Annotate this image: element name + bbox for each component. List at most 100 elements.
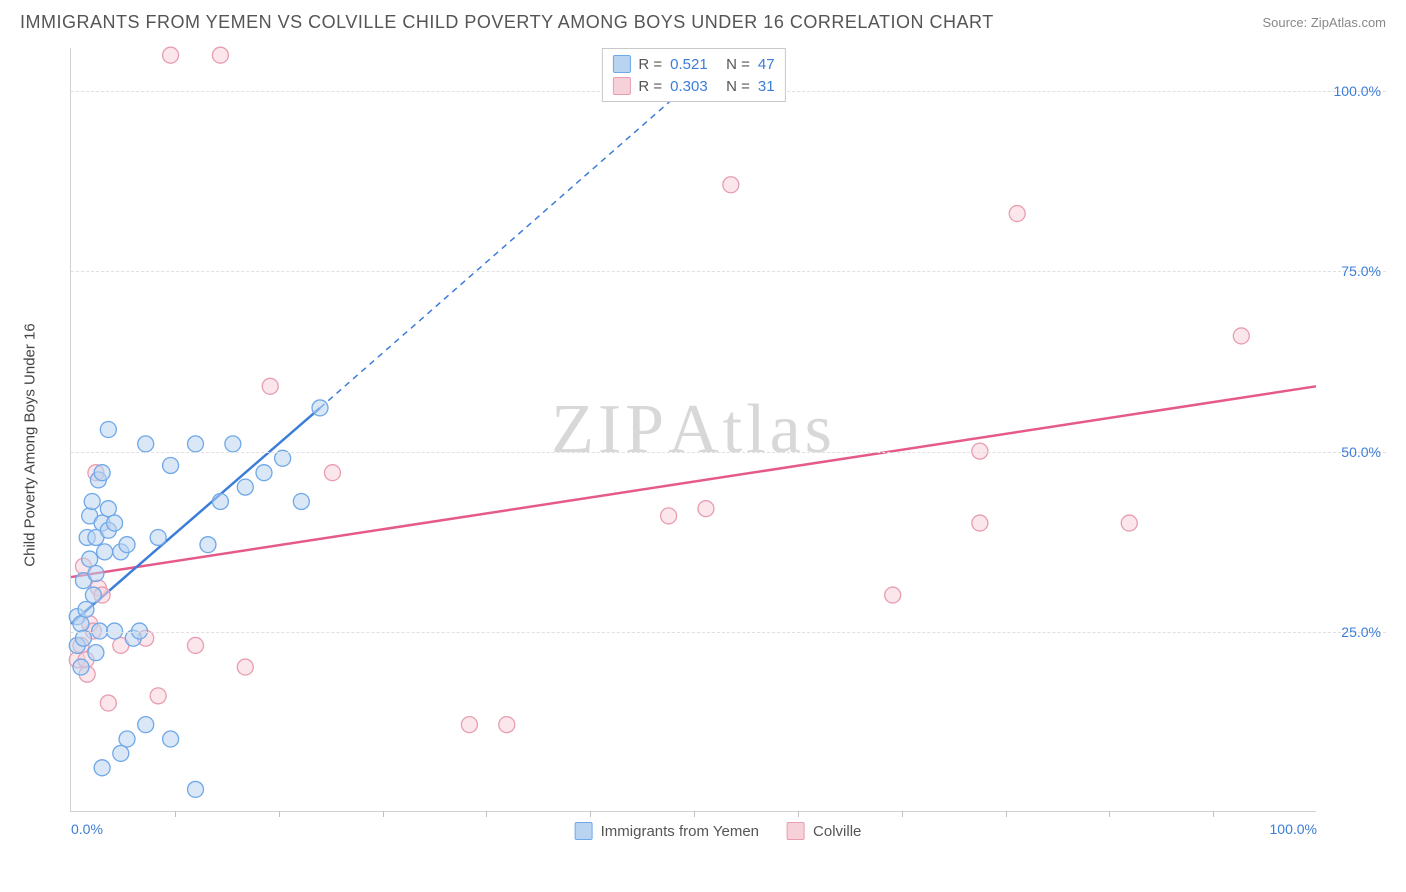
data-point	[237, 479, 253, 495]
data-point	[1233, 328, 1249, 344]
data-point	[275, 450, 291, 466]
data-point	[293, 493, 309, 509]
data-point	[100, 695, 116, 711]
data-point	[69, 652, 85, 668]
data-point	[100, 501, 116, 517]
data-point	[94, 465, 110, 481]
data-point	[75, 558, 91, 574]
data-point	[200, 537, 216, 553]
legend-swatch	[575, 822, 593, 840]
y-tick-label: 100.0%	[1334, 83, 1381, 99]
data-point	[113, 637, 129, 653]
legend-n-value: 47	[758, 56, 775, 73]
y-gridline	[71, 452, 1386, 453]
data-point	[324, 465, 340, 481]
data-point	[723, 177, 739, 193]
data-point	[94, 760, 110, 776]
x-tick-label: 0.0%	[71, 821, 103, 837]
trend-line	[71, 386, 1316, 577]
data-point	[88, 645, 104, 661]
data-point	[69, 637, 85, 653]
data-point	[885, 587, 901, 603]
data-point	[212, 493, 228, 509]
data-point	[1009, 206, 1025, 222]
plot-area: ZIPAtlas R =0.521N =47R =0.303N =31 25.0…	[70, 48, 1316, 812]
data-point	[698, 501, 714, 517]
data-point	[188, 637, 204, 653]
data-point	[1121, 515, 1137, 531]
data-point	[163, 47, 179, 63]
data-point	[150, 688, 166, 704]
correlation-legend: R = 0.521 N = 47 R = 0.303 N = 31	[601, 48, 785, 102]
legend-row: R = 0.521 N = 47	[612, 53, 774, 75]
data-point	[150, 529, 166, 545]
legend-n-label: N =	[726, 56, 750, 73]
data-point	[88, 465, 104, 481]
chart-container: Child Poverty Among Boys Under 16 ZIPAtl…	[50, 48, 1386, 842]
data-point	[79, 666, 95, 682]
trend-line	[71, 408, 320, 624]
data-point	[75, 573, 91, 589]
data-point	[661, 508, 677, 524]
data-point	[100, 422, 116, 438]
legend-n-label: N =	[726, 78, 750, 95]
data-point	[90, 472, 106, 488]
legend-r-label: R =	[638, 56, 662, 73]
x-tick	[902, 811, 903, 817]
data-point	[163, 458, 179, 474]
source-attribution: Source: ZipAtlas.com	[1262, 15, 1386, 30]
y-tick-label: 50.0%	[1341, 444, 1381, 460]
legend-swatch	[612, 55, 630, 73]
data-point	[262, 378, 278, 394]
data-point	[188, 781, 204, 797]
legend-item: Colville	[787, 822, 861, 840]
data-point	[88, 565, 104, 581]
data-point	[113, 544, 129, 560]
legend-r-value: 0.303	[670, 78, 718, 95]
legend-n-value: 31	[758, 78, 775, 95]
data-point	[256, 465, 272, 481]
data-point	[237, 659, 253, 675]
data-point	[312, 400, 328, 416]
data-point	[73, 637, 89, 653]
x-tick	[383, 811, 384, 817]
x-tick	[590, 811, 591, 817]
data-point	[100, 522, 116, 538]
data-point	[73, 659, 89, 675]
watermark: ZIPAtlas	[551, 390, 836, 470]
data-point	[78, 652, 94, 668]
x-tick	[175, 811, 176, 817]
data-point	[78, 601, 94, 617]
legend-label: Colville	[813, 823, 861, 840]
series-legend: Immigrants from Yemen Colville	[575, 822, 862, 840]
data-point	[138, 717, 154, 733]
x-tick	[798, 811, 799, 817]
data-point	[82, 508, 98, 524]
data-point	[82, 551, 98, 567]
x-tick	[486, 811, 487, 817]
legend-row: R = 0.303 N = 31	[612, 75, 774, 97]
data-point	[90, 580, 106, 596]
data-point	[94, 515, 110, 531]
x-tick	[1213, 811, 1214, 817]
y-gridline	[71, 632, 1386, 633]
data-point	[212, 47, 228, 63]
y-axis-title: Child Poverty Among Boys Under 16	[22, 323, 39, 566]
data-point	[85, 587, 101, 603]
legend-r-value: 0.521	[670, 56, 718, 73]
data-point	[69, 609, 85, 625]
data-point	[972, 515, 988, 531]
data-point	[499, 717, 515, 733]
x-tick-label: 100.0%	[1270, 821, 1317, 837]
legend-item: Immigrants from Yemen	[575, 822, 759, 840]
data-point	[119, 731, 135, 747]
legend-r-label: R =	[638, 78, 662, 95]
y-gridline	[71, 271, 1386, 272]
data-point	[79, 529, 95, 545]
x-tick	[694, 811, 695, 817]
data-point	[94, 587, 110, 603]
legend-label: Immigrants from Yemen	[601, 823, 759, 840]
x-tick	[279, 811, 280, 817]
data-point	[97, 544, 113, 560]
data-point	[88, 529, 104, 545]
